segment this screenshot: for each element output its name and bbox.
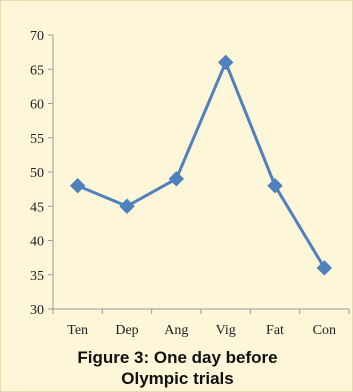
data-point-marker [119, 198, 135, 214]
y-tick-label: 30 [30, 303, 44, 318]
y-axis: 30 35 40 45 50 55 60 65 70 [30, 29, 54, 318]
data-point-marker [217, 54, 234, 71]
x-axis: Ten Dep Ang Vig Fat Con [52, 308, 350, 338]
x-tick-label: Fat [266, 323, 284, 338]
line-chart: 30 35 40 45 50 55 60 65 70 Ten Dep Ang Vig Fat Con [30, 29, 350, 338]
data-point-marker [267, 177, 283, 194]
series-line [77, 60, 326, 269]
x-tick-label: Dep [115, 323, 138, 338]
series-line-group [69, 54, 333, 276]
y-tick-label: 40 [30, 235, 44, 250]
y-tick-label: 55 [30, 132, 44, 147]
x-tick-label: Con [313, 323, 336, 338]
x-tick-label: Ten [67, 323, 88, 338]
x-tick-label: Ang [164, 323, 188, 338]
data-point-marker [69, 177, 86, 194]
y-tick-label: 65 [30, 63, 44, 78]
y-tick-label: 70 [30, 29, 44, 44]
y-tick-label: 45 [30, 200, 44, 215]
y-tick-label: 35 [30, 269, 44, 284]
data-point-marker [316, 260, 333, 276]
caption-line-1: Figure 3: One day before [77, 348, 278, 367]
x-tick-label: Vig [216, 323, 236, 338]
figure-caption: Figure 3: One day before Olympic trials [1, 347, 353, 389]
y-tick-label: 50 [30, 166, 44, 181]
data-point-marker [168, 171, 185, 187]
y-tick-label: 60 [30, 98, 44, 113]
caption-line-2: Olympic trials [121, 369, 234, 388]
